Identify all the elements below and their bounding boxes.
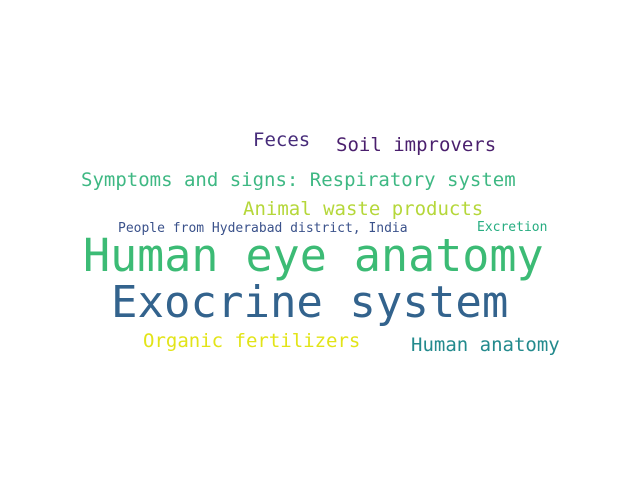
word-human-eye-anatomy: Human eye anatomy bbox=[83, 229, 544, 282]
word-soil-improvers: Soil improvers bbox=[336, 134, 497, 156]
word-symptoms-respiratory: Symptoms and signs: Respiratory system bbox=[81, 169, 516, 191]
word-animal-waste-products: Animal waste products bbox=[243, 198, 484, 220]
word-feces: Feces bbox=[253, 129, 311, 151]
word-exocrine-system: Exocrine system bbox=[111, 277, 509, 328]
word-human-anatomy: Human anatomy bbox=[411, 334, 560, 356]
word-people-hyderabad: People from Hyderabad district, India bbox=[118, 221, 408, 236]
word-organic-fertilizers: Organic fertilizers bbox=[143, 330, 361, 352]
word-excretion: Excretion bbox=[477, 220, 548, 235]
